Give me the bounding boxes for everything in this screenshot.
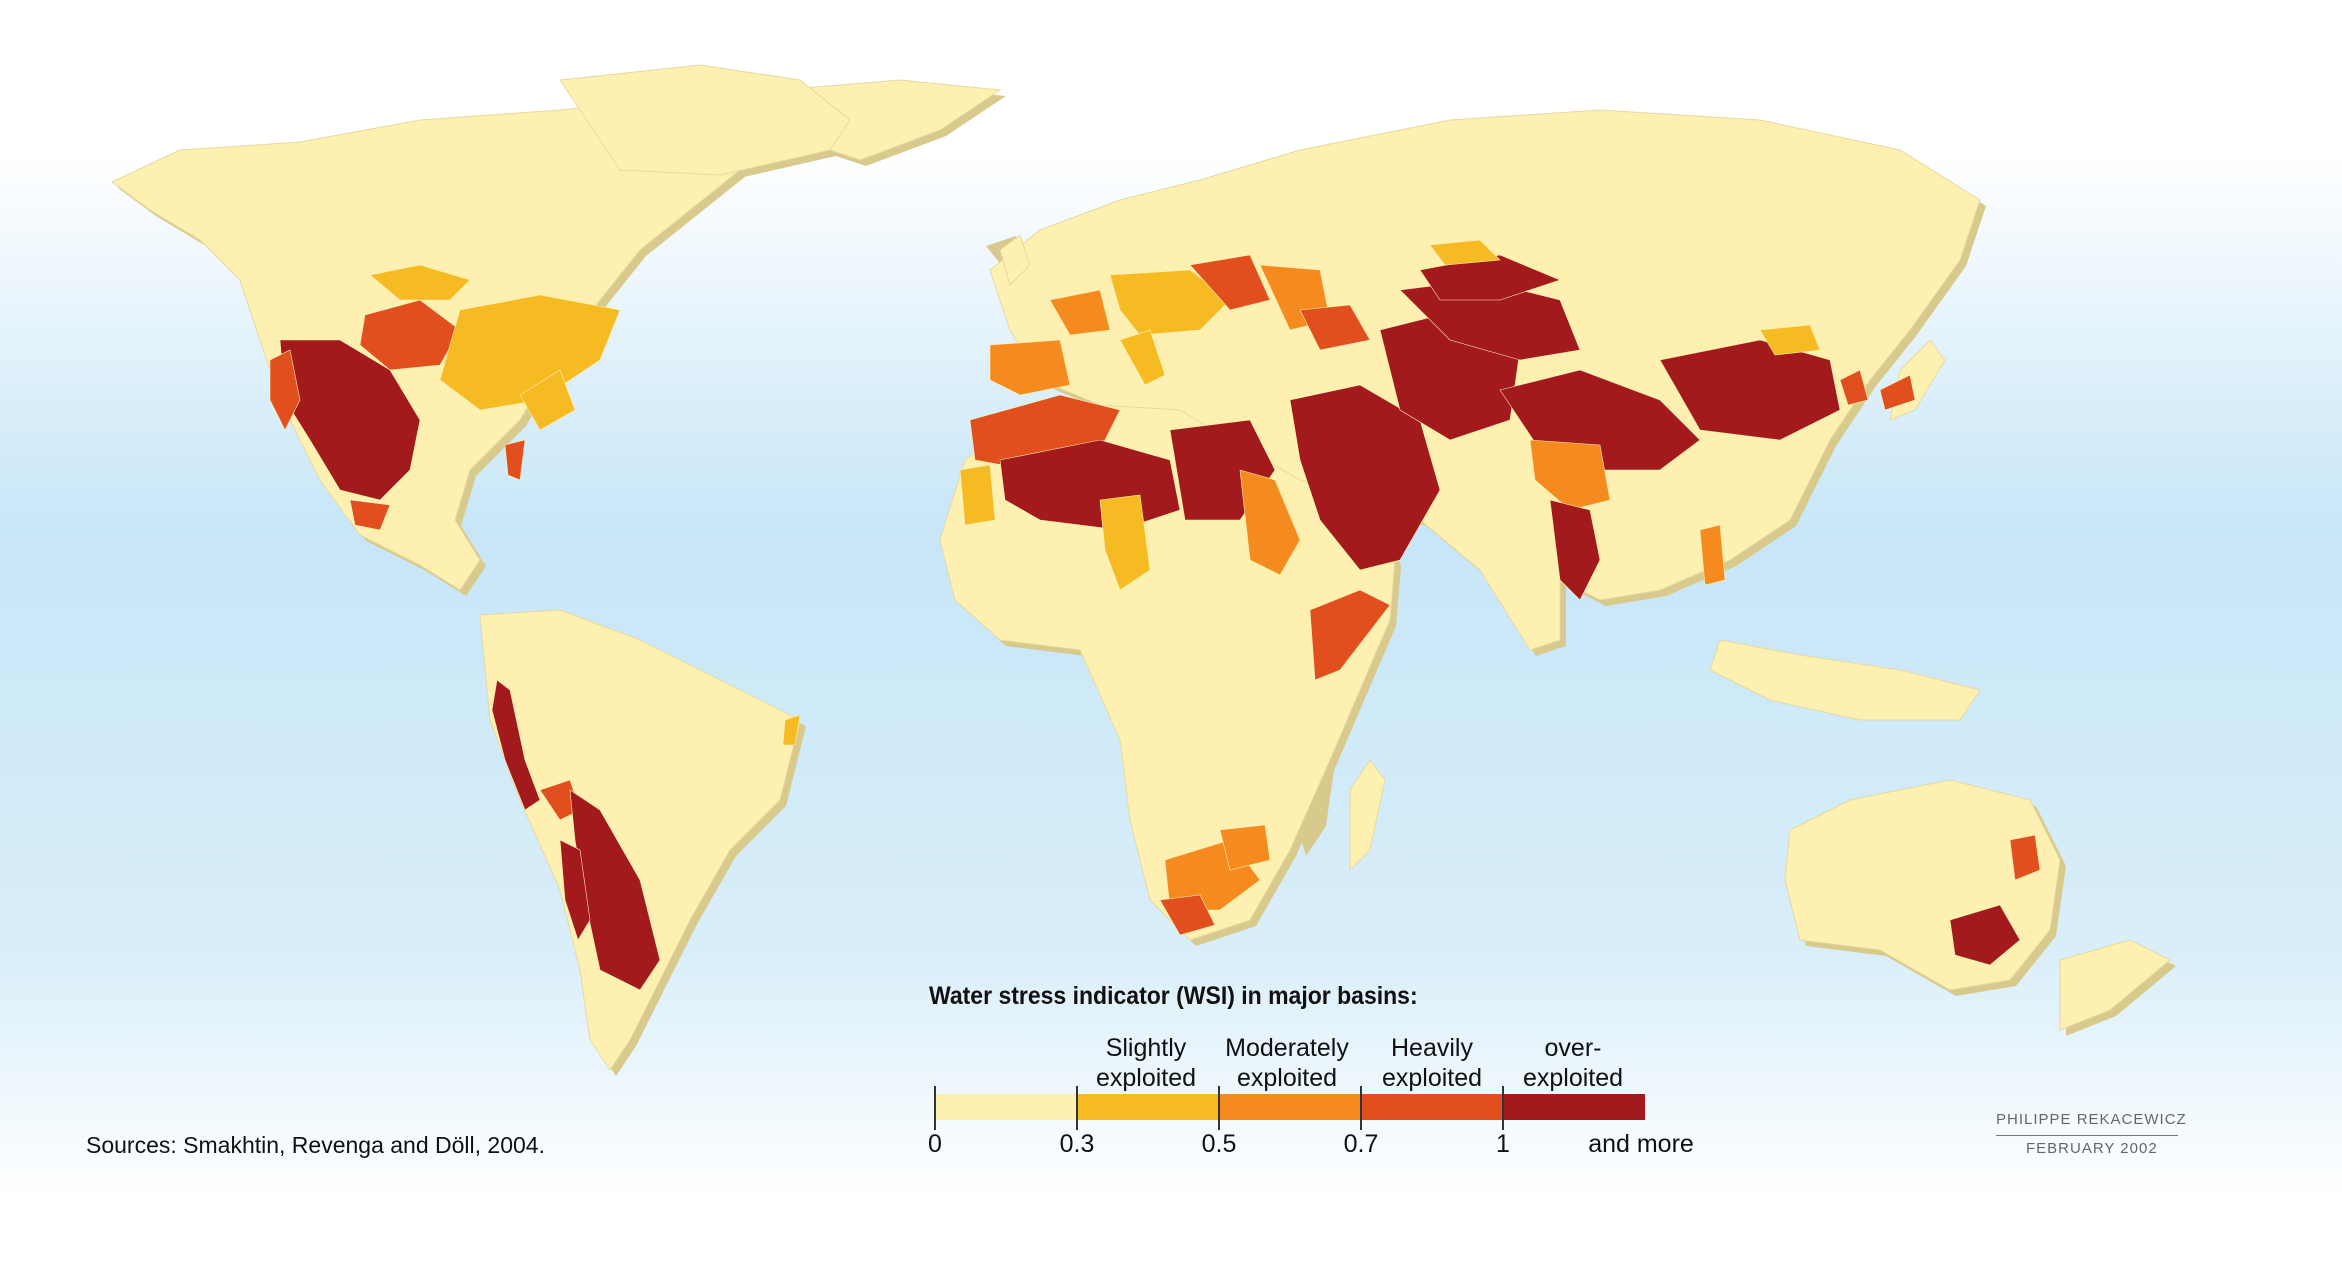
legend-tick-label: 0.5 <box>1201 1130 1237 1158</box>
legend-tick-label: 1 <box>1496 1130 1510 1158</box>
basin-italy <box>1119 329 1166 386</box>
basin-mongolia <box>1759 324 1821 356</box>
legend-swatch <box>1077 1094 1219 1120</box>
basin-murray-darling <box>1949 904 2021 966</box>
legend-tick-label: 0.7 <box>1343 1130 1379 1158</box>
basin-mississippi <box>439 294 621 411</box>
sources-note: Sources: Smakhtin, Revenga and Döll, 200… <box>86 1132 545 1158</box>
legend-tick-mark <box>1076 1086 1078 1130</box>
basin-india-south <box>1549 499 1601 601</box>
basin-nile <box>1239 469 1301 576</box>
basin-kalahari <box>1219 824 1271 871</box>
basin-china-north <box>1659 339 1841 441</box>
basin-arabia <box>1289 384 1441 571</box>
basin-turkey <box>1299 304 1371 351</box>
legend-category-label: Moderately exploited <box>1225 1034 1349 1092</box>
basin-iberia <box>989 339 1071 396</box>
south-america-landmass <box>479 609 801 1071</box>
basin-canada-prairie <box>369 264 471 301</box>
basin-us-southwest <box>279 339 421 501</box>
legend-tick-mark <box>934 1086 936 1130</box>
credit-date: FEBRUARY 2002 <box>2026 1140 2158 1157</box>
legend-tick-label: and more <box>1588 1130 1694 1158</box>
basin-missouri <box>359 299 461 371</box>
legend-swatch <box>1503 1094 1645 1120</box>
basin-ukraine <box>1189 254 1271 311</box>
legend-swatch <box>1219 1094 1361 1120</box>
basin-california <box>269 349 301 431</box>
legend-category-label: Slightly exploited <box>1095 1034 1197 1092</box>
legend-category-label: over- exploited <box>1522 1034 1624 1092</box>
legend-swatch <box>935 1094 1077 1120</box>
new-zealand-landmass <box>2059 939 2171 1031</box>
legend-tick-mark <box>1218 1086 1220 1130</box>
legend-swatch <box>1361 1094 1503 1120</box>
basin-thailand <box>1699 524 1726 586</box>
basin-south-africa-cape <box>1159 894 1216 936</box>
basin-sahel-chad <box>1099 494 1151 591</box>
basin-chile-central <box>559 839 591 941</box>
basin-mexico <box>349 499 391 531</box>
legend-tick-mark <box>1502 1086 1504 1130</box>
basin-peru-coast <box>491 679 541 811</box>
basin-siberia-south <box>1429 239 1501 266</box>
basin-us-east <box>519 369 576 431</box>
credit-divider <box>1996 1135 2178 1136</box>
legend-tick-label: 0.3 <box>1059 1130 1095 1158</box>
basin-horn-africa <box>1309 589 1391 681</box>
basin-japan <box>1879 374 1916 411</box>
basin-florida <box>504 439 526 481</box>
indonesia-landmass <box>1709 639 1981 721</box>
basin-korea <box>1839 369 1869 406</box>
uk-landmass <box>999 234 1031 286</box>
basin-mauritania <box>959 464 996 526</box>
stress-basins-layer <box>269 239 2041 991</box>
madagascar-landmass <box>1349 759 1386 872</box>
basin-central-europe <box>1109 269 1231 336</box>
basin-france <box>1049 289 1111 336</box>
legend-category-label: Heavily exploited <box>1381 1034 1483 1092</box>
legend-tick-label: 0 <box>928 1130 942 1158</box>
legend-tick-mark <box>1360 1086 1362 1130</box>
basin-brazil-northeast <box>782 714 801 746</box>
basin-queensland <box>2009 834 2041 881</box>
credit-author: PHILIPPE REKACEWICZ <box>1996 1111 2187 1128</box>
arctic-islands-landmass <box>559 64 851 176</box>
basin-central-india <box>1529 439 1611 511</box>
legend-title: Water stress indicator (WSI) in major ba… <box>929 982 1418 1010</box>
